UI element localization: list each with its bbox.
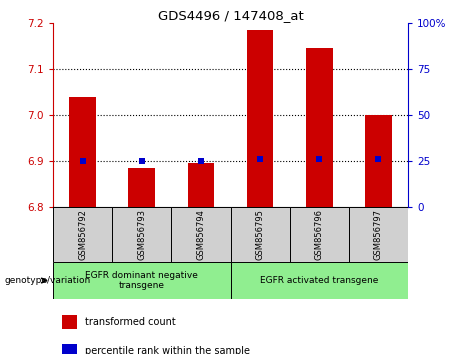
Bar	[62, 344, 77, 354]
Text: EGFR activated transgene: EGFR activated transgene	[260, 276, 378, 285]
Bar	[62, 314, 77, 329]
Bar	[69, 97, 96, 207]
Title: GDS4496 / 147408_at: GDS4496 / 147408_at	[158, 9, 303, 22]
Text: GSM856793: GSM856793	[137, 209, 146, 260]
Bar	[349, 207, 408, 262]
Text: GSM856796: GSM856796	[315, 209, 324, 260]
Text: EGFR dominant negative
transgene: EGFR dominant negative transgene	[85, 271, 198, 290]
Text: GSM856795: GSM856795	[255, 209, 265, 260]
Text: transformed count: transformed count	[85, 317, 176, 327]
Bar	[230, 262, 408, 299]
Bar	[112, 207, 171, 262]
Text: GSM856797: GSM856797	[374, 209, 383, 260]
Text: percentile rank within the sample: percentile rank within the sample	[85, 346, 250, 354]
Bar	[129, 168, 155, 207]
Text: genotype/variation: genotype/variation	[5, 276, 91, 285]
Text: GSM856792: GSM856792	[78, 209, 87, 260]
Bar	[53, 207, 112, 262]
Bar	[53, 262, 230, 299]
Bar	[365, 115, 392, 207]
Text: GSM856794: GSM856794	[196, 209, 206, 260]
Bar	[247, 30, 273, 207]
Bar	[171, 207, 230, 262]
Bar	[188, 164, 214, 207]
Bar	[290, 207, 349, 262]
Bar	[306, 48, 332, 207]
Bar	[230, 207, 290, 262]
